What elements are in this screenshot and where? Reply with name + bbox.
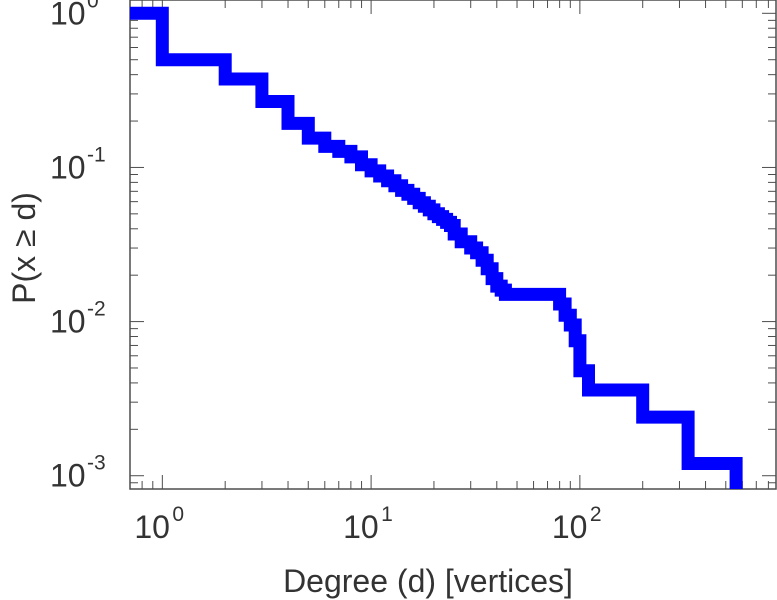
y-tick-label: 10 -3 xyxy=(50,452,106,494)
series-layer xyxy=(130,6,743,489)
svg-text:0: 0 xyxy=(87,0,99,12)
svg-text:2: 2 xyxy=(590,503,602,526)
series-line xyxy=(130,6,743,489)
svg-text:10: 10 xyxy=(50,458,86,494)
y-tick-label: 10 0 xyxy=(50,0,99,31)
svg-text:-2: -2 xyxy=(87,298,106,321)
x-axis-label: Degree (d) [vertices] xyxy=(283,563,573,599)
svg-text:-3: -3 xyxy=(87,452,106,475)
svg-text:10: 10 xyxy=(50,149,86,185)
x-tick-label: 10 0 xyxy=(134,503,184,545)
y-tick-label: 10 -2 xyxy=(50,298,106,340)
svg-text:0: 0 xyxy=(172,503,184,526)
svg-text:1: 1 xyxy=(381,503,393,526)
minor-ticks xyxy=(129,0,776,489)
svg-text:10: 10 xyxy=(50,0,86,31)
x-tick-label: 10 1 xyxy=(343,503,393,545)
x-tick-labels: 10 0 10 1 10 2 xyxy=(134,503,601,545)
y-axis-label: P(x ≥ d) xyxy=(6,192,42,304)
svg-text:10: 10 xyxy=(134,509,170,545)
svg-text:10: 10 xyxy=(343,509,379,545)
svg-text:-1: -1 xyxy=(87,143,106,166)
svg-text:10: 10 xyxy=(50,304,86,340)
svg-text:10: 10 xyxy=(552,509,588,545)
x-tick-label: 10 2 xyxy=(552,503,602,545)
y-tick-label: 10 -1 xyxy=(50,143,106,185)
